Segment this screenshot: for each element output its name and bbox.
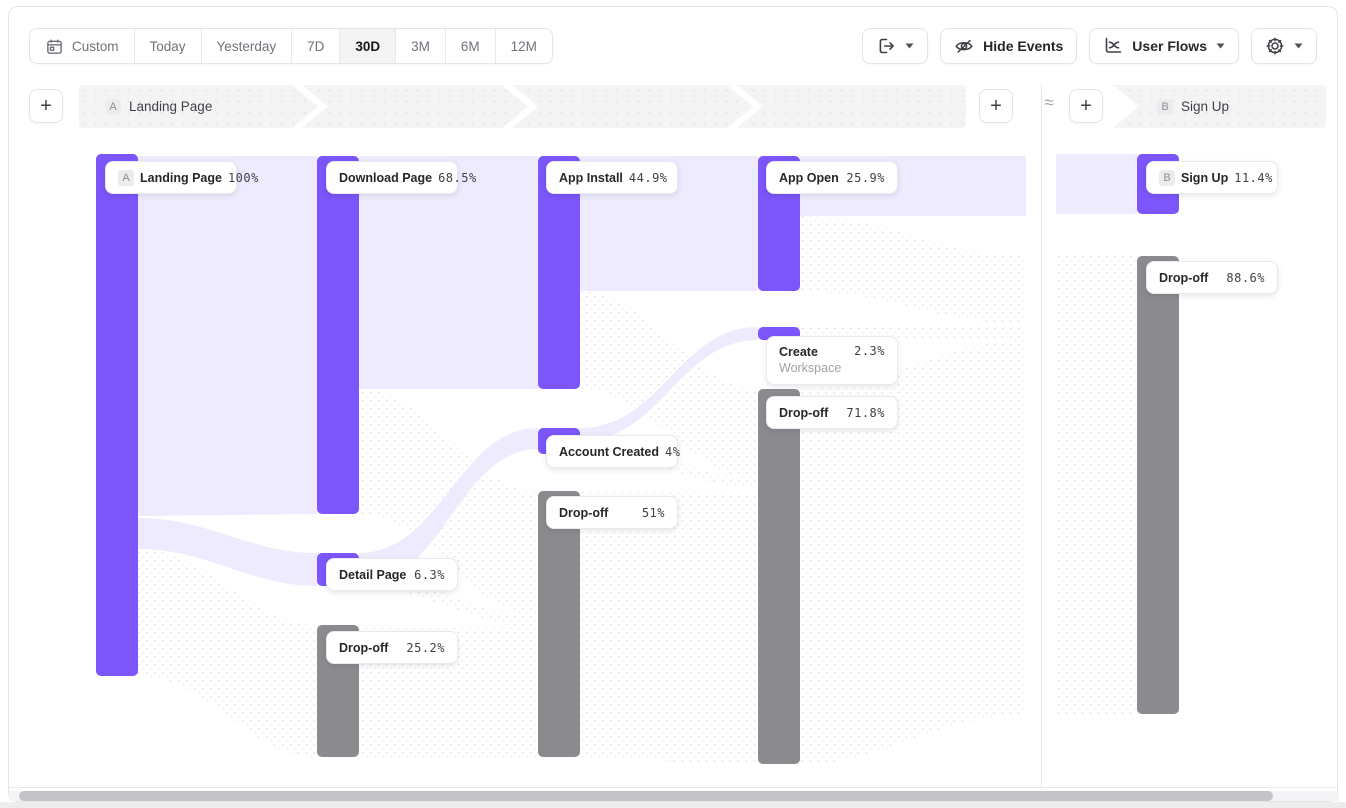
export-button[interactable] <box>862 28 929 64</box>
calendar-icon <box>47 39 62 54</box>
funnel-step-4-segment[interactable] <box>737 85 966 128</box>
add-step-before-a-button[interactable]: + <box>29 89 63 123</box>
flow-detail-to-account[interactable] <box>359 428 538 586</box>
node-bar-app-install[interactable] <box>538 156 580 389</box>
chevron-down-icon <box>1216 43 1225 49</box>
range-7d-button[interactable]: 7D <box>291 29 339 63</box>
step-b-badge: B <box>1157 98 1173 115</box>
step-a-label: Landing Page <box>129 99 213 114</box>
add-step-after-a-button[interactable]: + <box>979 89 1013 123</box>
chevron-down-icon <box>905 43 914 49</box>
funnel-step-2-segment[interactable] <box>302 85 528 128</box>
gear-icon <box>1266 37 1284 55</box>
node-card-download-page[interactable]: Download Page 68.5% <box>326 161 476 194</box>
page-background-strip <box>0 802 1346 808</box>
flow-into-dropoff-b[interactable] <box>1056 256 1137 714</box>
horizontal-scrollbar-track[interactable] <box>9 791 1339 801</box>
funnel-step-3-segment[interactable] <box>512 85 753 128</box>
chevron-down-icon <box>1294 43 1303 49</box>
user-flows-label: User Flows <box>1132 38 1207 54</box>
node-b-badge: B <box>1159 169 1175 186</box>
funnel-step-a-segment[interactable]: A Landing Page <box>79 85 318 128</box>
date-range-selector: Custom Today Yesterday 7D 30D 3M 6M 12M <box>29 28 553 64</box>
flow-landing-to-detail[interactable] <box>138 518 317 586</box>
node-card-app-open[interactable]: App Open 25.9% <box>766 161 898 194</box>
add-step-before-b-button[interactable]: + <box>1069 89 1103 123</box>
node-card-account-created[interactable]: Account Created 4% <box>546 435 680 468</box>
node-card-dropoff-4[interactable]: Drop-off 71.8% <box>766 396 898 429</box>
approx-separator: ≈ <box>1044 93 1054 112</box>
flow-download-to-install[interactable] <box>359 156 538 389</box>
node-bar-download-page[interactable] <box>317 156 359 514</box>
range-3m-button[interactable]: 3M <box>395 29 445 63</box>
range-30d-button[interactable]: 30D <box>339 29 396 63</box>
node-bar-dropoff-b[interactable] <box>1137 256 1179 714</box>
range-custom-label: Custom <box>72 38 119 54</box>
user-flows-panel: Custom Today Yesterday 7D 30D 3M 6M 12M … <box>8 6 1339 802</box>
export-icon <box>879 38 895 54</box>
node-card-detail-page[interactable]: Detail Page 6.3% <box>326 558 458 591</box>
node-card-create-workspace[interactable]: Create Workspace 2.3% <box>766 336 898 385</box>
flow-dropoff4-right[interactable] <box>800 340 1026 764</box>
flow-dropoff3-to-dropoff4[interactable] <box>580 491 758 764</box>
node-card-landing-page[interactable]: A Landing Page 100% <box>105 161 258 194</box>
node-bar-landing-page[interactable] <box>96 154 138 676</box>
panel-divider <box>1041 85 1042 787</box>
toolbar-right: Hide Events User Flows <box>862 28 1317 64</box>
range-custom-button[interactable]: Custom <box>30 29 134 63</box>
flows-chart-icon <box>1105 37 1122 53</box>
node-card-sign-up[interactable]: B Sign Up 11.4% <box>1146 161 1278 194</box>
step-b-label: Sign Up <box>1181 99 1230 114</box>
node-bar-dropoff-3[interactable] <box>538 491 580 757</box>
step-a-badge: A <box>105 99 121 115</box>
horizontal-scrollbar-thumb[interactable] <box>19 791 1273 801</box>
node-card-app-install[interactable]: App Install 44.9% <box>546 161 678 194</box>
range-yesterday-button[interactable]: Yesterday <box>200 29 292 63</box>
user-flows-button[interactable]: User Flows <box>1089 28 1239 64</box>
range-12m-button[interactable]: 12M <box>494 29 552 63</box>
settings-button[interactable] <box>1251 28 1317 64</box>
node-card-dropoff-2[interactable]: Drop-off 25.2% <box>326 631 458 664</box>
range-6m-button[interactable]: 6M <box>444 29 495 63</box>
node-card-dropoff-b[interactable]: Drop-off 88.6% <box>1146 261 1278 294</box>
hide-events-label: Hide Events <box>983 38 1064 54</box>
flow-into-signup[interactable] <box>1056 154 1137 214</box>
eye-off-icon <box>955 39 973 53</box>
flow-landing-to-dropoff[interactable] <box>138 549 317 757</box>
range-today-button[interactable]: Today <box>133 29 201 63</box>
node-bar-dropoff-4[interactable] <box>758 389 800 764</box>
funnel-step-b-segment[interactable]: B Sign Up <box>1113 85 1326 128</box>
node-a-badge: A <box>118 169 134 186</box>
node-card-dropoff-3[interactable]: Drop-off 51% <box>546 496 678 529</box>
flow-appopen-dropoff-right[interactable] <box>800 216 1026 324</box>
flow-account-to-workspace[interactable] <box>580 327 758 441</box>
sankey-diagram <box>96 154 1179 764</box>
bottom-divider <box>9 787 1339 788</box>
hide-events-button[interactable]: Hide Events <box>940 28 1078 64</box>
flow-landing-to-download[interactable] <box>138 156 317 516</box>
